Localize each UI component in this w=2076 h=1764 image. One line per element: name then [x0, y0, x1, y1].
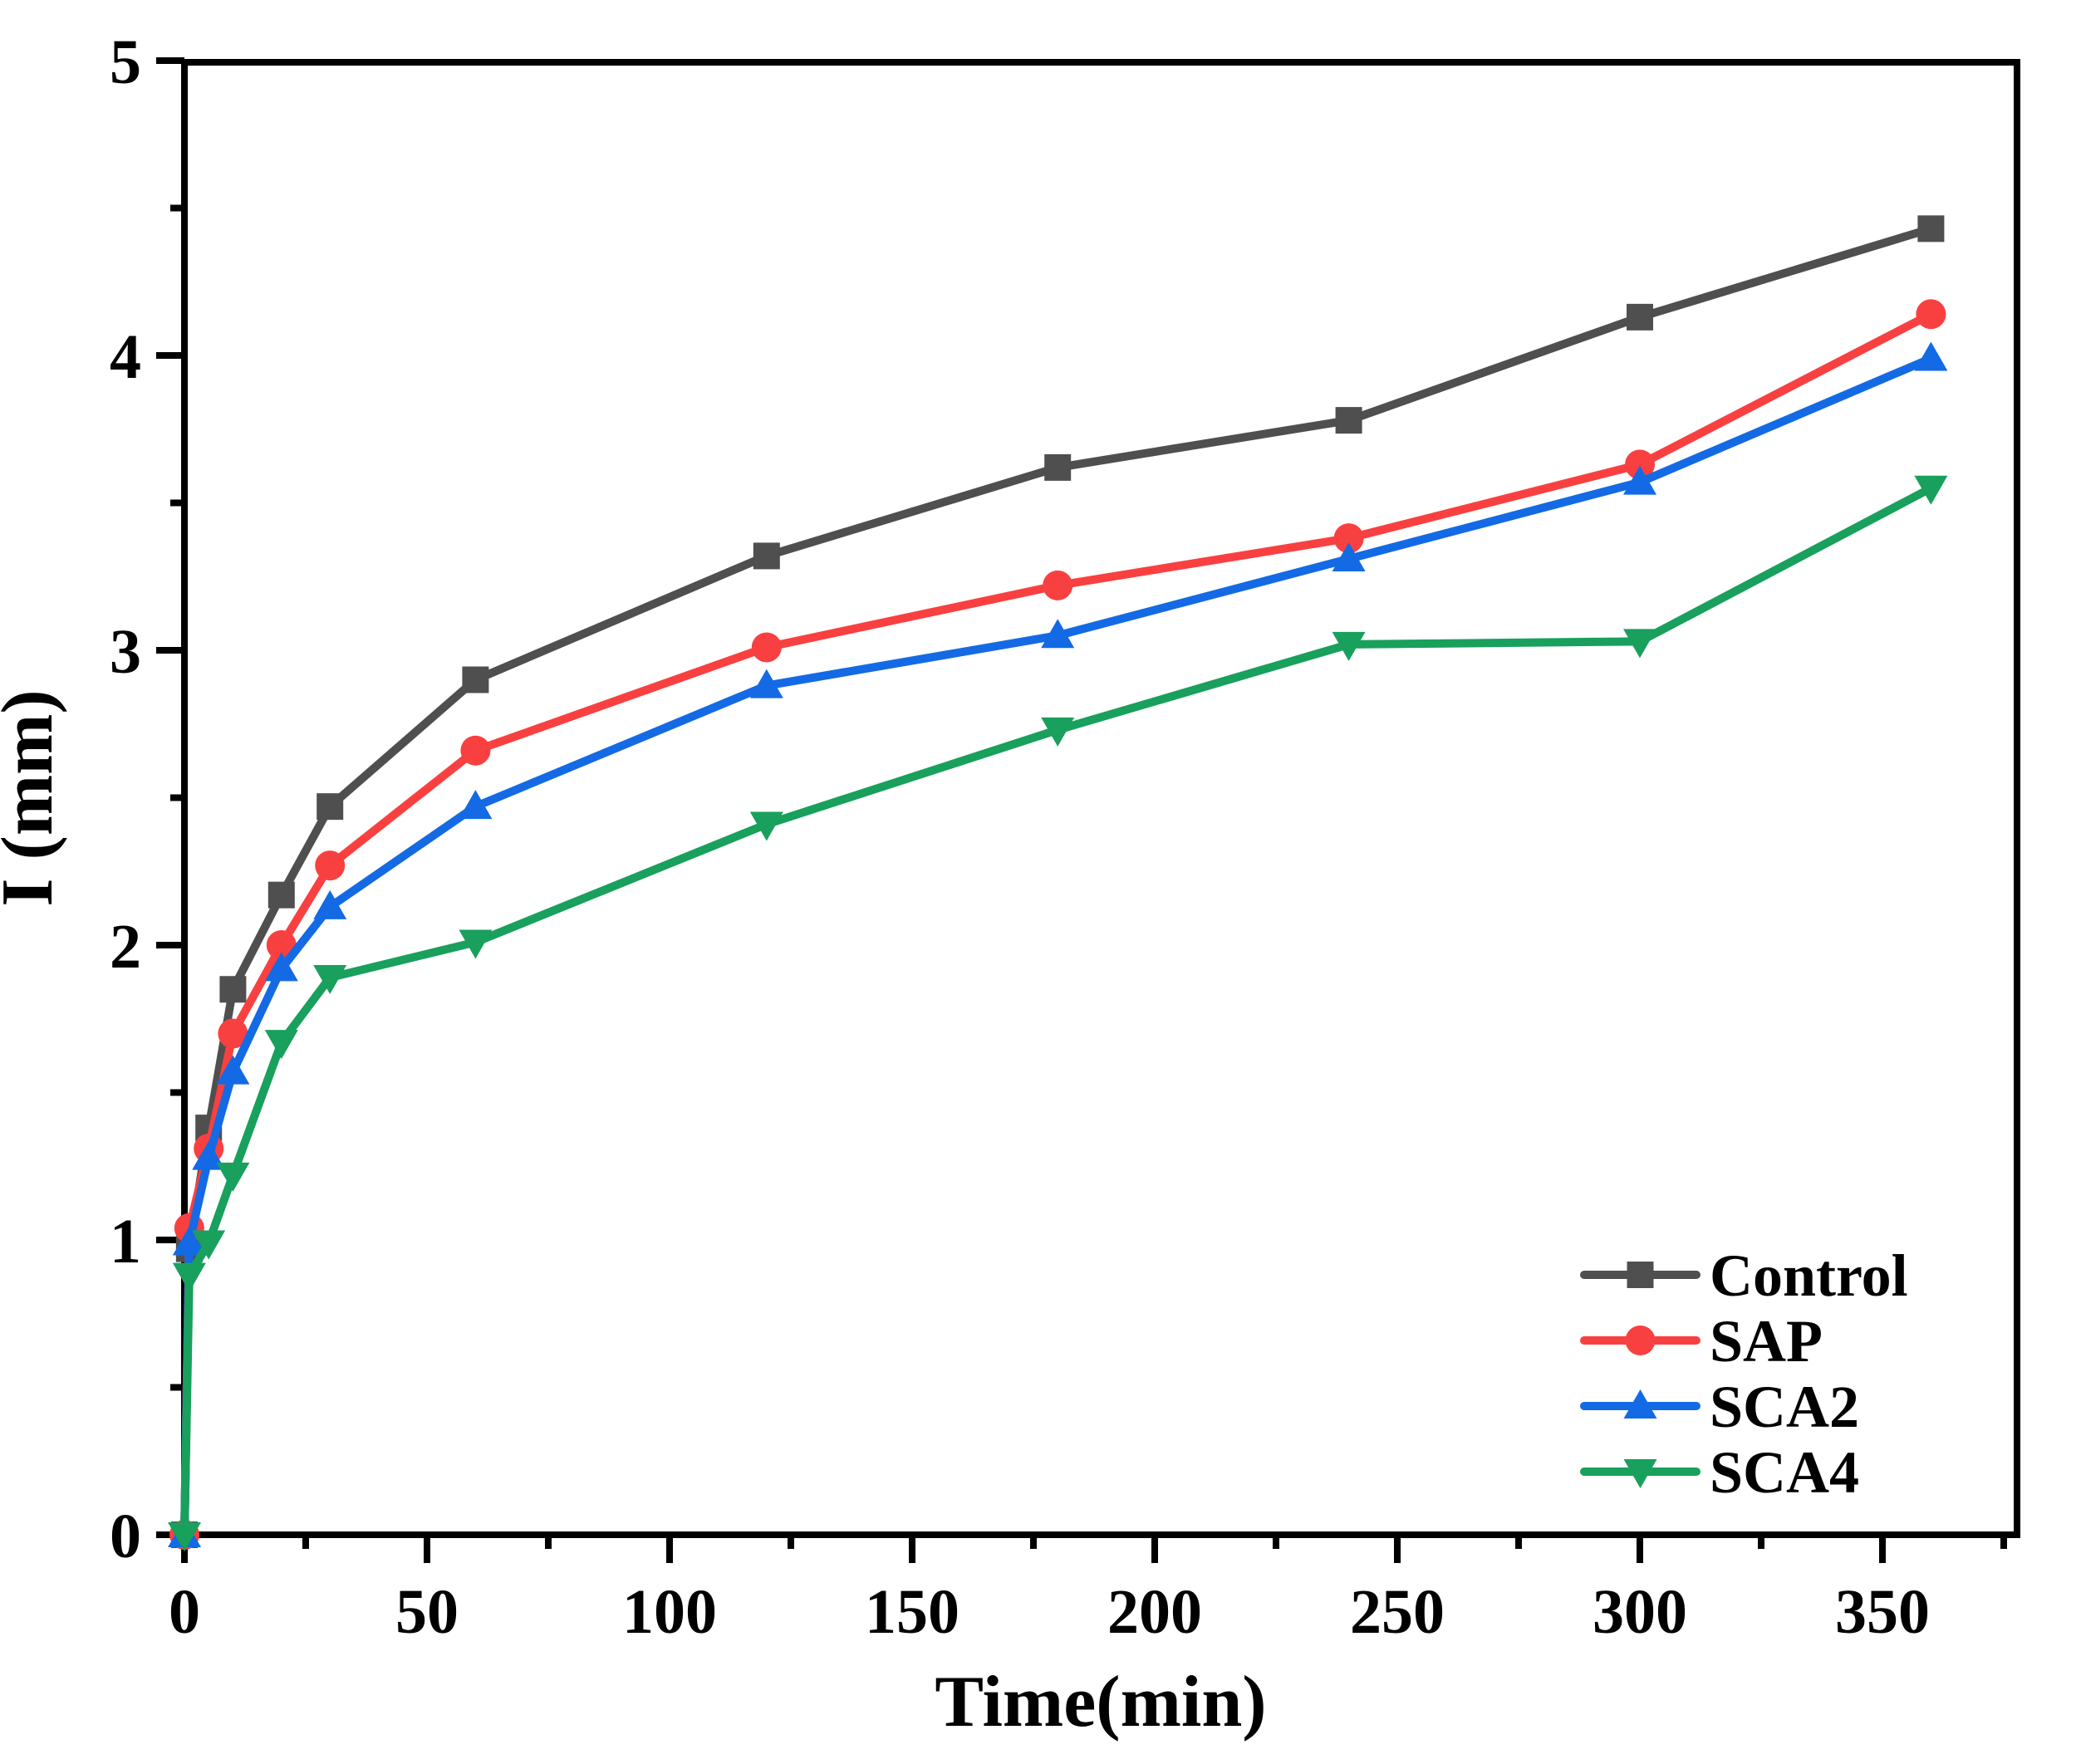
legend-item-sca4: SCA4 [1580, 1439, 1859, 1506]
series-sca2 [168, 341, 1948, 1547]
data-point-sca4 [216, 1162, 250, 1192]
legend-label: SCA4 [1710, 1439, 1859, 1506]
data-point-sap [218, 1018, 248, 1049]
legend-label: Control [1710, 1242, 1908, 1309]
data-point-sca2 [459, 790, 493, 820]
x-tick-label: 250 [1350, 1577, 1445, 1647]
y-tick-label: 3 [110, 617, 141, 687]
data-point-sca2 [216, 1055, 250, 1085]
y-tick-label: 5 [110, 27, 141, 97]
data-point-control [267, 881, 295, 909]
data-point-sca4 [172, 1262, 206, 1292]
data-point-sca2 [172, 1226, 206, 1256]
x-tick-label: 50 [395, 1577, 459, 1647]
data-point-sca4 [168, 1522, 201, 1551]
data-point-sca4 [264, 1030, 298, 1060]
axis-ticks: 0 50 100 150 200 250 300 350 0 1 2 3 4 5 [110, 27, 2007, 1647]
data-point-control [1335, 407, 1362, 434]
data-point-sca2 [1041, 619, 1075, 649]
x-tick-label: 350 [1835, 1577, 1930, 1647]
data-point-sap [751, 632, 782, 663]
data-point-sca2 [192, 1140, 226, 1170]
legend-label: SAP [1710, 1308, 1823, 1374]
data-point-sap [1625, 449, 1655, 480]
x-tick-label: 100 [622, 1577, 717, 1647]
series-sap [169, 299, 1946, 1550]
data-point-sca4 [192, 1230, 226, 1260]
series-sca4 [168, 475, 1948, 1551]
legend-item-sap: SAP [1580, 1308, 1823, 1374]
series-line-sap [180, 310, 1936, 1539]
data-point-sca4 [459, 929, 493, 959]
triangle-up-icon [1623, 1389, 1657, 1419]
data-point-sca2 [749, 669, 783, 698]
data-point-sca4 [1041, 717, 1075, 747]
data-point-control [1917, 215, 1945, 243]
data-point-sap [460, 735, 491, 766]
data-point-control [1044, 453, 1072, 481]
data-point-sap [1916, 299, 1946, 330]
x-axis-title: Time(min) [935, 1662, 1266, 1742]
triangle-down-icon [1623, 1459, 1657, 1488]
series-control [171, 215, 1945, 1548]
y-tick-label: 4 [110, 322, 141, 392]
legend-item-sca2: SCA2 [1580, 1374, 1859, 1440]
y-axis-title: I (mm) [0, 689, 68, 906]
data-point-sca2 [1623, 465, 1656, 495]
y-tick-label: 0 [110, 1502, 141, 1571]
y-tick-label: 2 [110, 912, 141, 982]
data-point-control [753, 542, 780, 570]
data-point-sca4 [749, 811, 783, 841]
data-point-sca4 [313, 965, 347, 995]
data-series [168, 215, 1948, 1551]
y-tick-label: 1 [110, 1207, 141, 1276]
circle-icon [1625, 1325, 1656, 1355]
x-tick-label: 0 [169, 1577, 200, 1647]
data-point-sca4 [1914, 475, 1948, 505]
data-point-sca4 [1332, 631, 1366, 661]
data-point-sca4 [1623, 629, 1656, 659]
x-tick-label: 200 [1107, 1577, 1202, 1647]
legend-item-control: Control [1580, 1242, 1908, 1309]
data-point-sap [1043, 570, 1073, 600]
x-tick-label: 300 [1593, 1577, 1687, 1647]
legend-label: SCA2 [1710, 1374, 1859, 1440]
data-point-control [1627, 303, 1653, 331]
data-point-sap [1333, 523, 1364, 554]
data-point-control [462, 666, 489, 693]
data-point-control [219, 976, 247, 1003]
data-point-sap [315, 850, 346, 881]
data-point-sca2 [1332, 541, 1366, 571]
series-line-sca2 [180, 354, 1936, 1539]
data-point-sca2 [313, 889, 347, 919]
data-point-sca2 [1914, 341, 1948, 371]
data-point-control [317, 793, 344, 821]
square-icon [1627, 1262, 1654, 1288]
x-tick-label: 150 [865, 1577, 959, 1647]
data-point-sca2 [264, 952, 298, 982]
